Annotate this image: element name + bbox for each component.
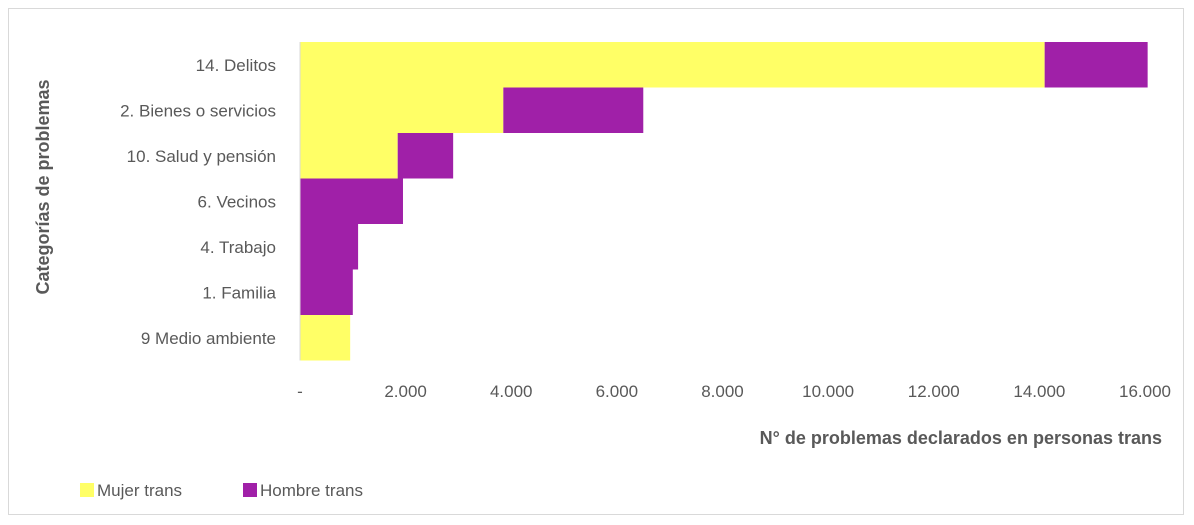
y-tick-label: 1. Familia (202, 283, 276, 302)
y-tick-label: 10. Salud y pensión (127, 147, 276, 166)
legend-swatch-mujer (80, 483, 94, 497)
y-tick-labels: 14. Delitos 2. Bienes o servicios 10. Salu… (120, 56, 276, 348)
bar-hombre-3 (300, 178, 403, 224)
x-tick-label: 8.000 (701, 382, 744, 401)
bars-group (300, 42, 1148, 361)
x-tick-label: 4.000 (490, 382, 533, 401)
legend-label-mujer: Mujer trans (97, 481, 182, 500)
y-tick-label: 9 Medio ambiente (141, 329, 276, 348)
x-tick-label: 10.000 (802, 382, 854, 401)
bar-mujer-6 (300, 315, 351, 361)
bar-hombre-5 (300, 269, 353, 315)
y-tick-label: 2. Bienes o servicios (120, 101, 276, 120)
y-tick-label: 14. Delitos (196, 56, 276, 75)
x-tick-label: 14.000 (1013, 382, 1065, 401)
x-tick-label: 12.000 (908, 382, 960, 401)
x-axis-title: N° de problemas declarados en personas t… (760, 428, 1162, 448)
x-tick-label: 16.000 (1119, 382, 1171, 401)
bar-mujer-2 (300, 133, 398, 179)
y-axis-title: Categorías de problemas (33, 79, 53, 294)
legend-swatch-hombre (243, 483, 257, 497)
x-tick-label: 6.000 (596, 382, 639, 401)
bar-mujer-1 (300, 87, 504, 133)
x-tick-label: 2.000 (384, 382, 427, 401)
y-tick-label: 4. Trabajo (200, 238, 276, 257)
bar-hombre-0 (1044, 42, 1148, 88)
x-tick-label: - (297, 382, 303, 401)
bar-hombre-1 (503, 87, 644, 133)
y-tick-label: 6. Vecinos (198, 192, 276, 211)
x-tick-labels: - 2.000 4.000 6.000 8.000 10.000 12.000 14.000 1… (297, 382, 1171, 401)
bar-mujer-0 (300, 42, 1045, 88)
bar-hombre-2 (397, 133, 454, 179)
legend: Mujer trans Hombre trans (80, 481, 363, 500)
legend-label-hombre: Hombre trans (260, 481, 363, 500)
bar-hombre-4 (300, 224, 359, 270)
